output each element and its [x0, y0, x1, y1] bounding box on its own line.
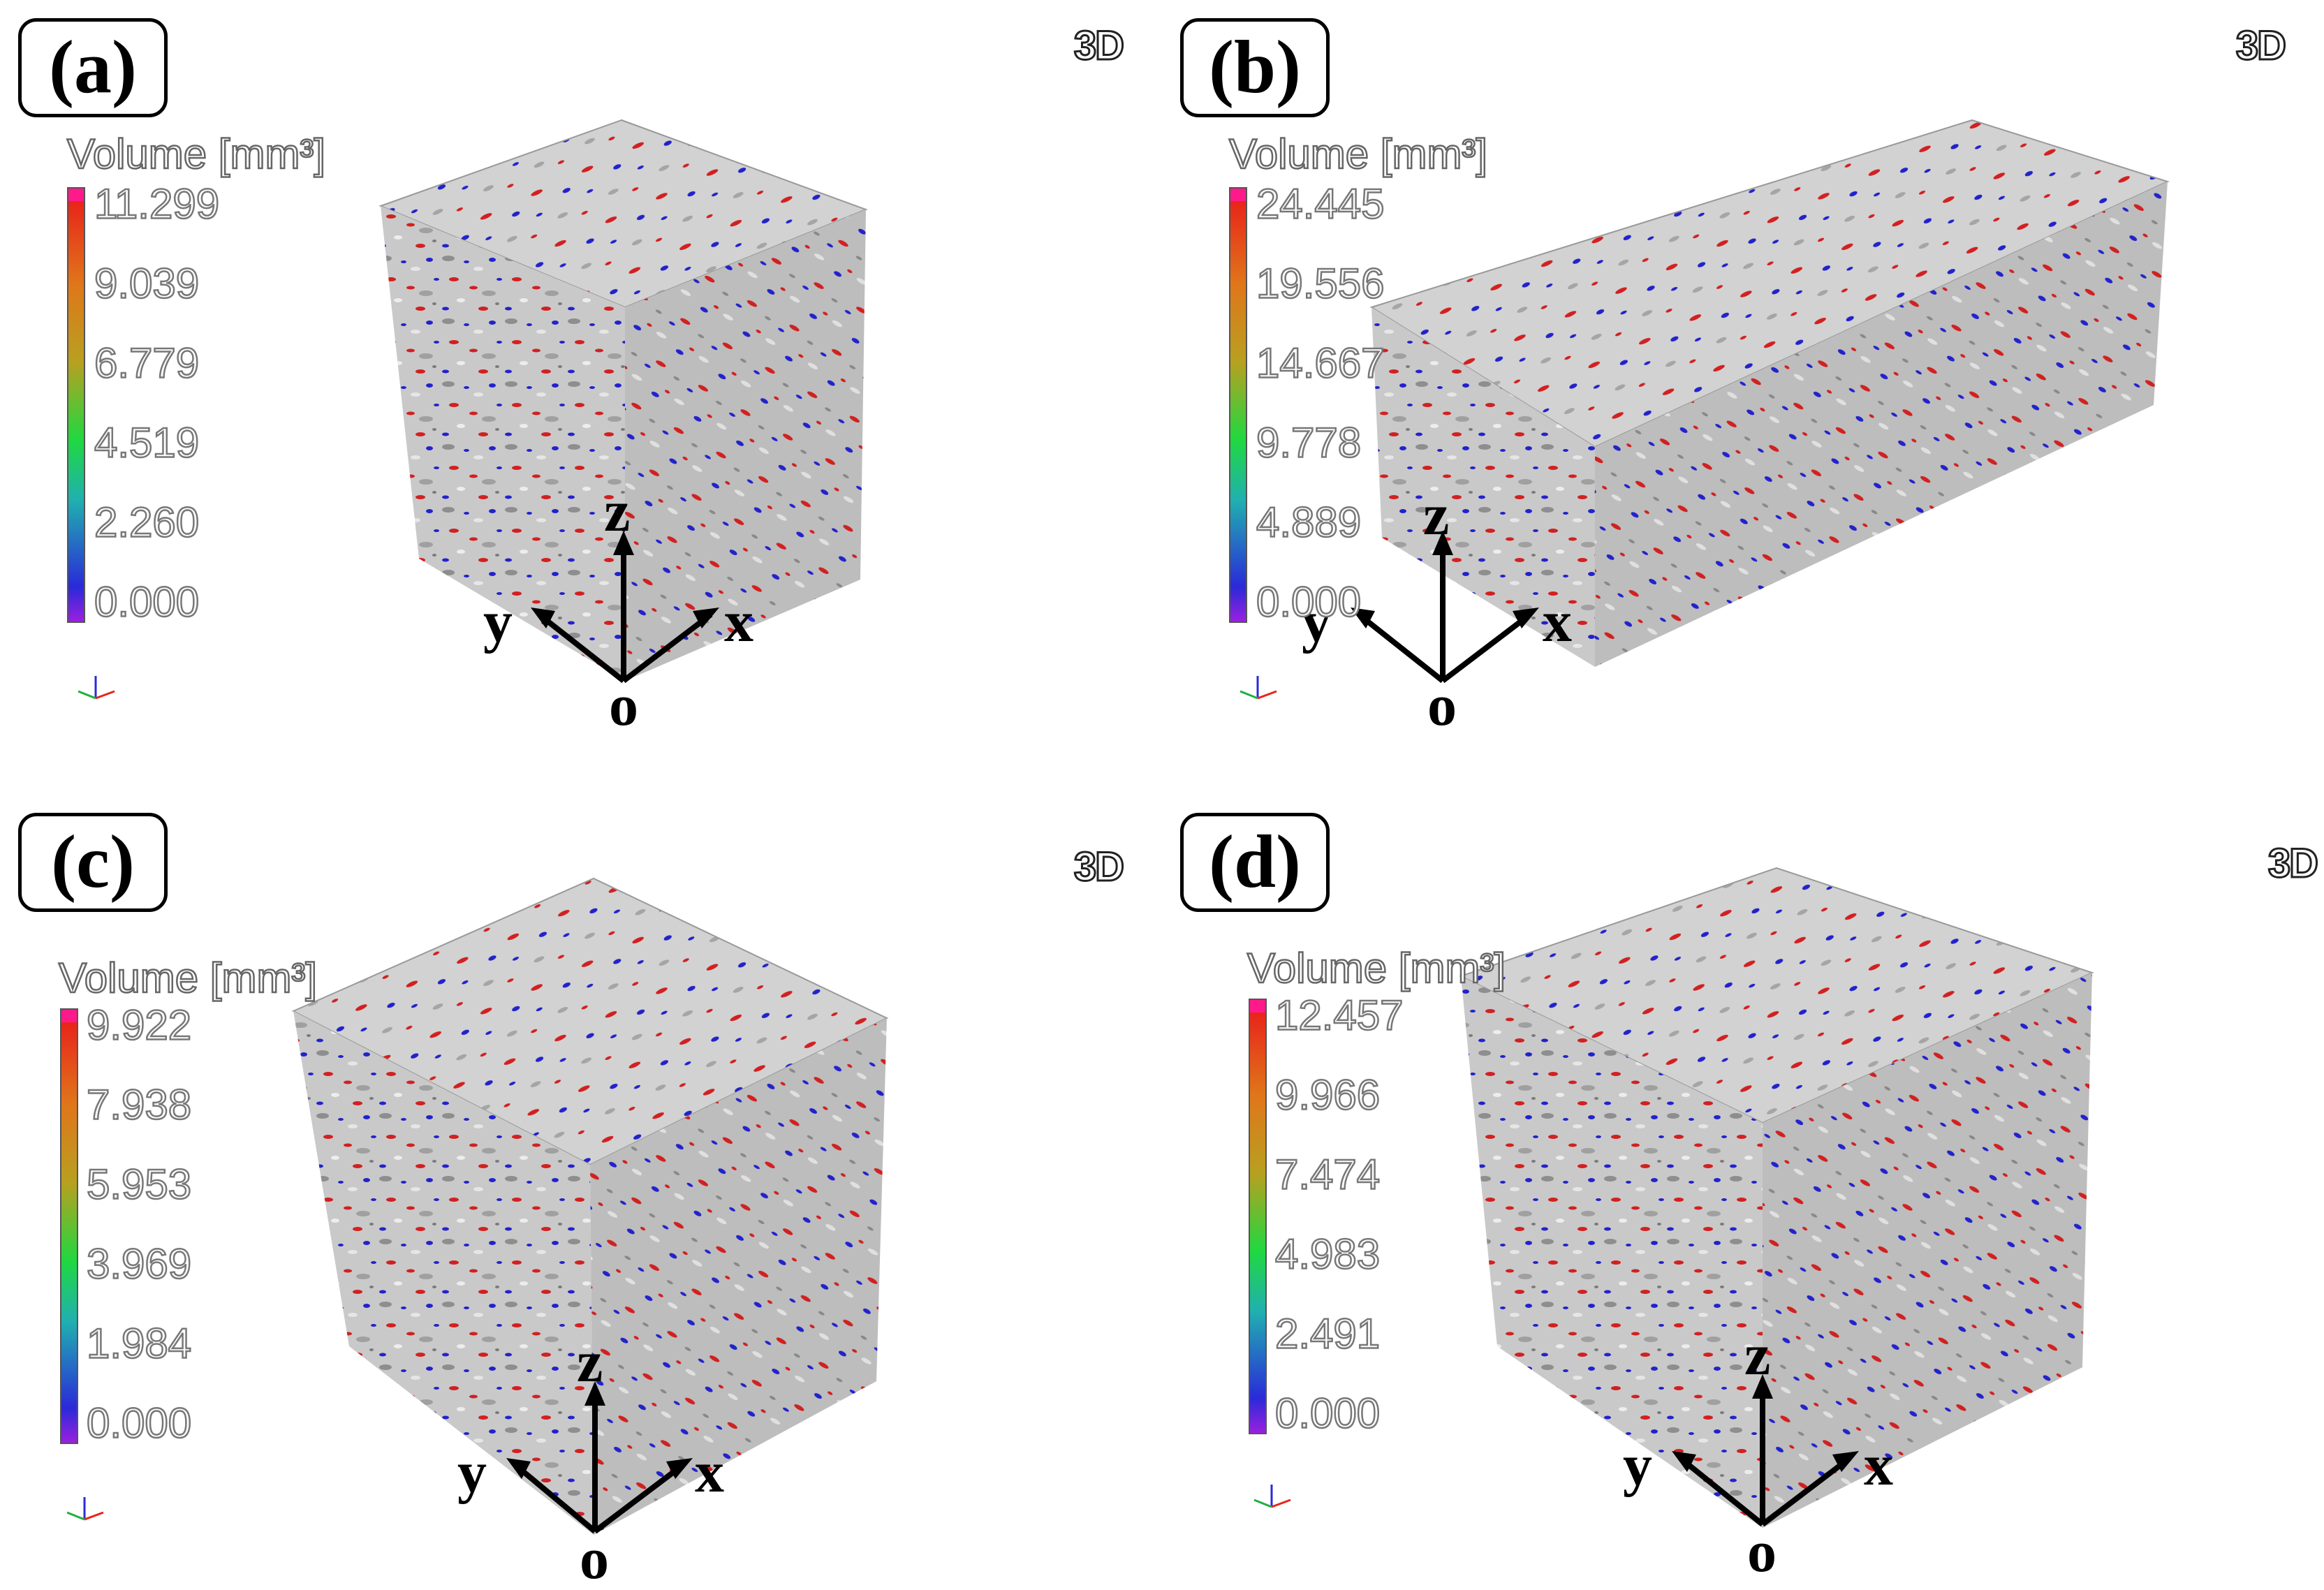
- colorbar-tick: 6.779: [94, 339, 200, 388]
- colorbar-tick: 4.983: [1274, 1230, 1381, 1279]
- y-axis-arrow: [1678, 1455, 1765, 1527]
- block-left-face: [1461, 976, 1763, 1528]
- x-axis-label: x: [724, 589, 753, 654]
- colorbar-tick: 7.474: [1274, 1150, 1381, 1199]
- colorbar: [1229, 187, 1247, 623]
- specimen-render: z y x o: [291, 877, 889, 1589]
- orientation-triad-icon: [1253, 1485, 1291, 1508]
- colorbar-title: Volume [mm³]: [1246, 944, 1507, 993]
- orientation-triad-icon: [1240, 676, 1277, 700]
- colorbar-tick: 1.984: [86, 1319, 193, 1368]
- colorbar-tick: 7.938: [86, 1080, 193, 1129]
- colorbar-tick: 14.667: [1256, 339, 1385, 388]
- panel-label: (b): [1180, 18, 1330, 117]
- colorbar-tick: 0.000: [86, 1399, 193, 1448]
- y-axis-arrow: [513, 1462, 597, 1534]
- z-axis-label: z: [604, 479, 630, 544]
- y-axis-label: y: [483, 589, 513, 654]
- panel-a: z y x o (a) 3D Volume [mm³] 11.299 9.039…: [0, 0, 1162, 795]
- colorbar-tick: 24.445: [1256, 179, 1385, 228]
- y-axis-arrow: [1357, 612, 1445, 684]
- colorbar: [67, 187, 85, 623]
- panel-label: (d): [1180, 813, 1330, 912]
- block-right-face: [1763, 973, 2092, 1528]
- specimen-render: z y x o: [378, 119, 868, 738]
- x-axis-arrow: [622, 612, 713, 684]
- orientation-triad-icon: [78, 676, 115, 700]
- x-axis-arrow: [1441, 612, 1532, 684]
- panel-c: z y x o (c) 3D Volume [mm³] 9.922 7.938 …: [0, 795, 1162, 1589]
- colorbar-title: Volume [mm³]: [1228, 130, 1489, 179]
- colorbar-tick: 4.889: [1256, 498, 1362, 547]
- origin-label: o: [609, 673, 638, 738]
- colorbar-tick: 11.299: [94, 179, 221, 228]
- colorbar: [60, 1008, 78, 1444]
- colorbar: [1249, 999, 1267, 1434]
- view-mode-tag: 3D: [2235, 22, 2287, 70]
- y-axis-label: y: [457, 1440, 487, 1505]
- colorbar-tick: 9.039: [94, 259, 200, 308]
- colorbar-tick: 19.556: [1256, 259, 1385, 308]
- cube-right-face: [590, 1018, 887, 1535]
- colorbar-tick: 2.491: [1274, 1309, 1381, 1358]
- specimen-render: z y x o: [1459, 867, 2094, 1584]
- colorbar-tick: 2.260: [94, 498, 200, 547]
- cube-right-face: [625, 209, 866, 681]
- panel-d: z y x o (d) 3D Volume [mm³] 12.457 9.966…: [1162, 795, 2324, 1589]
- view-mode-tag: 3D: [2267, 840, 2319, 888]
- view-mode-tag: 3D: [1073, 22, 1125, 70]
- y-axis-arrow: [537, 612, 626, 684]
- origin-label: o: [1747, 1519, 1777, 1584]
- x-axis-arrow: [593, 1462, 685, 1534]
- colorbar-tick: 0.000: [1274, 1389, 1381, 1438]
- y-axis-label: y: [1623, 1433, 1652, 1498]
- y-axis-label: y: [1302, 589, 1331, 654]
- origin-label: o: [1427, 673, 1457, 738]
- specimen-render: z y x o: [1302, 119, 2170, 738]
- x-axis-label: x: [1543, 589, 1572, 654]
- colorbar-title: Volume [mm³]: [66, 130, 327, 179]
- colorbar-tick: 12.457: [1274, 991, 1404, 1040]
- block-right-face: [1595, 182, 2168, 667]
- origin-label: o: [580, 1526, 609, 1589]
- colorbar-tick: 0.000: [94, 577, 200, 626]
- z-axis-label: z: [577, 1330, 603, 1394]
- panel-label: (c): [18, 813, 168, 912]
- colorbar-tick: 3.969: [86, 1239, 193, 1288]
- orientation-triad-icon: [66, 1497, 104, 1521]
- block-left-face: [1371, 307, 1595, 667]
- colorbar-tick: 4.519: [94, 418, 200, 467]
- panel-label: (a): [18, 18, 168, 117]
- colorbar-title: Volume [mm³]: [58, 954, 318, 1003]
- colorbar-tick: 5.953: [86, 1160, 193, 1209]
- z-axis-label: z: [1423, 483, 1449, 547]
- colorbar-tick: 0.000: [1256, 577, 1362, 626]
- z-axis-label: z: [1744, 1323, 1770, 1387]
- x-axis-arrow: [1760, 1455, 1852, 1527]
- cube-left-face: [293, 1011, 594, 1535]
- colorbar-tick: 9.922: [86, 1001, 193, 1050]
- x-axis-label: x: [1864, 1433, 1893, 1498]
- cube-left-face: [381, 206, 625, 681]
- colorbar-tick: 9.966: [1274, 1070, 1381, 1119]
- x-axis-label: x: [695, 1440, 724, 1505]
- colorbar-tick: 9.778: [1256, 418, 1362, 467]
- panel-b: z y x o (b) 3D Volume [mm³] 24.445 19.55…: [1162, 0, 2324, 795]
- view-mode-tag: 3D: [1073, 844, 1125, 891]
